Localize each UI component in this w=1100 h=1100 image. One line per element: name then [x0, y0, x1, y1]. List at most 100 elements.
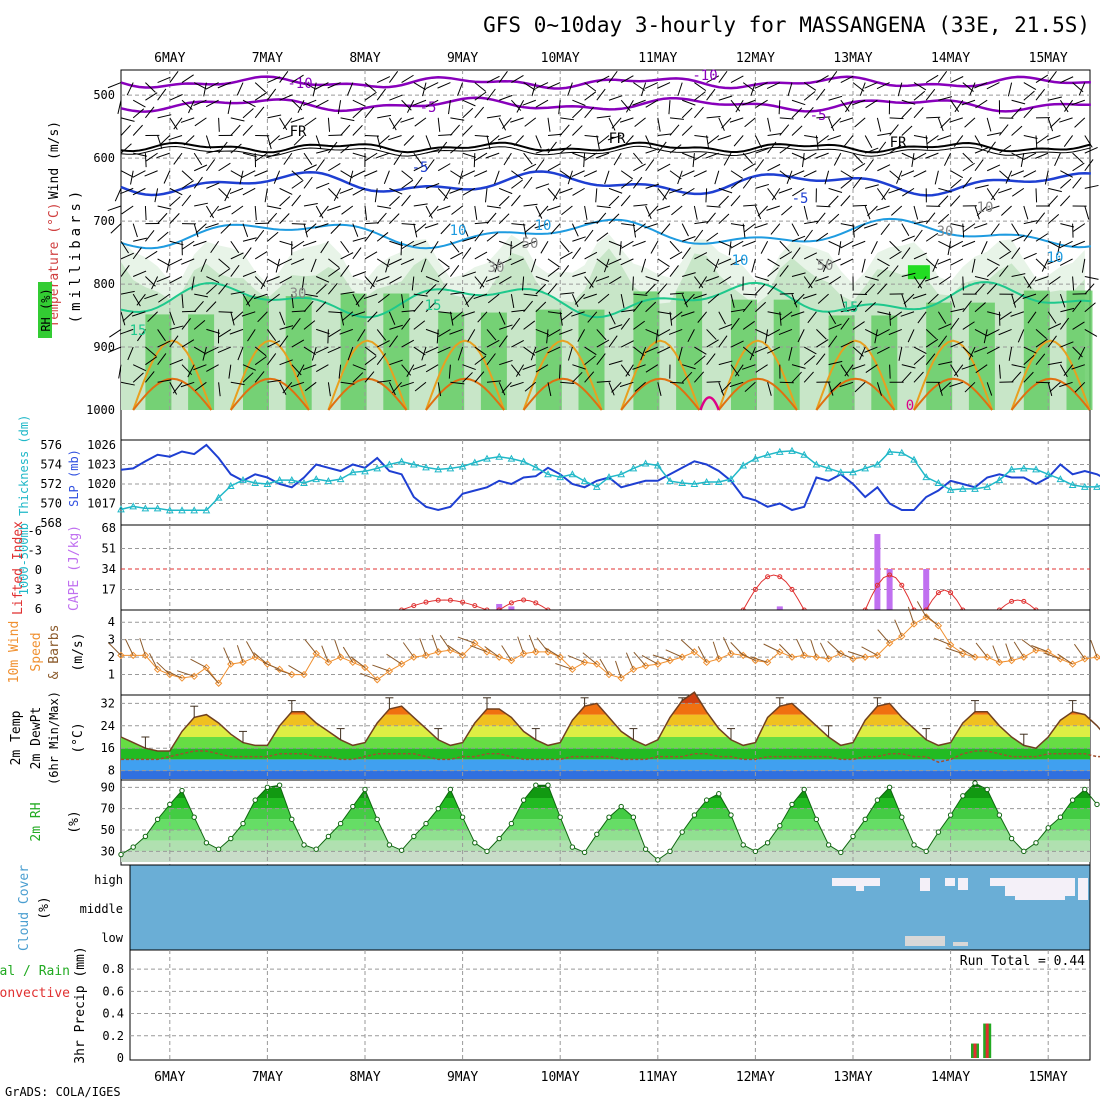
wind-speed-marker — [629, 665, 638, 674]
cloud-gap — [832, 878, 878, 886]
wind-barb — [120, 264, 130, 277]
rh-marker — [594, 831, 600, 837]
surface-wind-barb — [959, 647, 976, 658]
wind-barb — [901, 293, 907, 308]
thickness-marker — [1019, 464, 1028, 472]
contour-25 — [425, 377, 505, 411]
wind-barb — [706, 115, 721, 119]
wind-barb — [474, 152, 488, 161]
temp-band — [121, 770, 1090, 779]
wind-barb — [583, 293, 597, 299]
wind-barb — [764, 329, 769, 344]
wind-barb — [890, 311, 903, 321]
wind-barb — [596, 88, 606, 101]
wind-barb — [461, 170, 476, 178]
wind-barb — [547, 82, 561, 89]
wind-barb — [117, 100, 122, 114]
wind-barb — [462, 247, 472, 260]
surface-wind-barb — [274, 668, 292, 676]
wind-barb — [803, 91, 816, 101]
rh-marker — [203, 840, 210, 846]
wind-barb — [535, 328, 550, 336]
wind-barb — [462, 152, 477, 158]
wind-barb — [279, 276, 293, 284]
wind-barb — [156, 276, 170, 283]
li-marker — [887, 572, 893, 578]
wind-barb — [462, 99, 476, 107]
surface-wind-barb — [176, 670, 195, 677]
thickness-marker — [800, 450, 809, 458]
wind-barb — [303, 293, 318, 298]
wind-barb — [120, 124, 131, 136]
wind-barb — [788, 346, 793, 361]
wind-barb — [254, 106, 265, 119]
wind-barb — [662, 188, 671, 201]
wind-barb — [925, 338, 939, 348]
wind-barb — [327, 329, 329, 344]
wind-barb — [173, 117, 183, 130]
wind-barb — [376, 353, 387, 365]
wind-barb — [1059, 364, 1068, 378]
wind-barb — [839, 381, 854, 388]
wind-barb — [310, 258, 317, 273]
wind-barb — [608, 70, 618, 83]
wind-barb — [193, 320, 206, 330]
wind-barb — [181, 339, 195, 348]
wind-barb — [400, 241, 403, 256]
wind-barb — [954, 99, 964, 113]
wind-barb — [315, 276, 330, 283]
wind-barb — [1072, 152, 1084, 163]
wind-barb — [206, 301, 217, 313]
surface-wind-barb — [1021, 638, 1037, 651]
top-day-label: 7MAY — [252, 51, 283, 66]
wind-barb — [303, 300, 314, 313]
wind-barb — [621, 223, 636, 226]
wind-barb — [950, 99, 960, 112]
top-day-label: 13MAY — [833, 51, 872, 66]
wind-barb — [438, 328, 451, 338]
temp-band — [121, 714, 1090, 726]
wind-barb — [205, 159, 216, 172]
wind-barb — [791, 107, 803, 119]
wind-barb — [596, 329, 607, 341]
wind-barb — [315, 82, 329, 90]
wind-barb — [487, 293, 500, 304]
top-day-label: 8MAY — [349, 51, 380, 66]
contour-30 — [699, 396, 720, 411]
li-curve — [999, 599, 1037, 611]
wind-barb — [237, 346, 244, 361]
wind-barb — [457, 82, 464, 96]
thickness-marker — [641, 459, 650, 467]
surface-wind-barb — [641, 654, 659, 665]
thickness-marker — [409, 460, 418, 468]
contour-20 — [1010, 339, 1091, 411]
wind-barb — [718, 187, 733, 194]
wind-barb — [961, 364, 976, 370]
wind-barb — [950, 364, 959, 377]
wind-barb — [406, 364, 415, 378]
wind-barb — [330, 223, 341, 235]
wind-barb — [974, 184, 989, 189]
wind-barb — [901, 99, 916, 105]
wind-barb — [644, 223, 658, 229]
wind-barb — [181, 258, 195, 265]
thickness-marker — [434, 465, 443, 473]
surface-wind-barb — [245, 641, 256, 658]
wind-barb — [388, 311, 396, 325]
contour-label: 50 — [817, 258, 834, 274]
thickness-marker — [727, 475, 735, 483]
wind-barb — [833, 152, 842, 166]
wind-barb — [1036, 135, 1049, 144]
wind-barb — [828, 360, 843, 366]
wind-speed-marker — [349, 658, 357, 667]
wind-barb — [864, 205, 871, 220]
wind-barb — [242, 270, 257, 277]
wind-barb — [974, 159, 984, 172]
rh-marker — [764, 840, 771, 846]
wind-barb — [279, 213, 290, 224]
wind-barb — [817, 293, 829, 304]
wind-barb — [266, 135, 272, 150]
wind-barb — [314, 223, 329, 229]
